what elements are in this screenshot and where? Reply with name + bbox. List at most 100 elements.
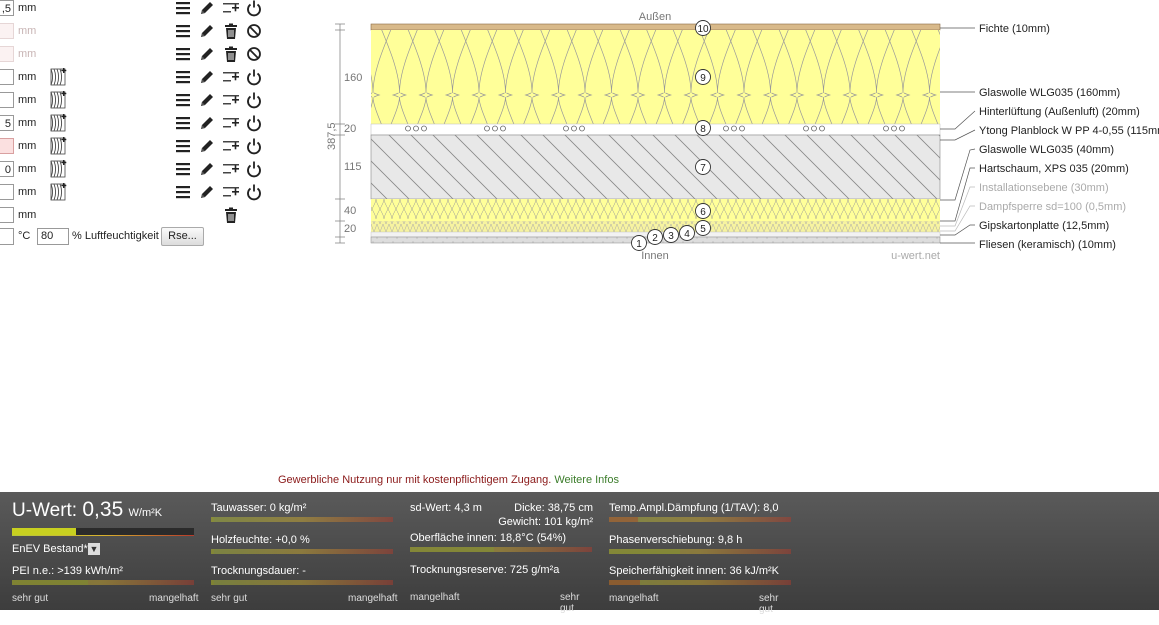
material-icon[interactable] xyxy=(50,68,68,86)
temp-amplitude-label: Temp.Ampl.Dämpfung (1/TAV): 8,0 xyxy=(609,502,779,514)
pencil-icon[interactable] xyxy=(198,183,216,201)
enev-label: EnEV Bestand* xyxy=(12,543,88,555)
thickness-unit: mm xyxy=(18,163,37,175)
menu-icon[interactable] xyxy=(174,45,192,63)
temp-amplitude-bar-fill xyxy=(609,517,638,522)
ban-icon[interactable] xyxy=(245,22,263,40)
pei-bar xyxy=(12,580,194,585)
layer-row: 0 mm xyxy=(0,160,300,181)
thickness-input[interactable] xyxy=(0,92,14,108)
material-icon[interactable] xyxy=(50,160,68,178)
power-icon[interactable] xyxy=(245,68,263,86)
results-panel: U-Wert: 0,35 W/m²K EnEV Bestand* ▼ PEI n… xyxy=(0,492,1159,615)
layer-number-6: 6 xyxy=(695,203,711,219)
trocknungsdauer-bar xyxy=(211,580,393,585)
add-row-icon[interactable] xyxy=(222,137,240,155)
menu-icon[interactable] xyxy=(174,160,192,178)
power-icon[interactable] xyxy=(245,183,263,201)
legend-item: Ytong Planblock W PP 4-0,55 (115mm) xyxy=(979,125,1159,137)
layer-xps xyxy=(371,221,940,232)
scale-bad-2: mangelhaft xyxy=(348,593,398,604)
menu-icon[interactable] xyxy=(174,91,192,109)
menu-icon[interactable] xyxy=(174,114,192,132)
pencil-icon[interactable] xyxy=(198,68,216,86)
pencil-icon[interactable] xyxy=(198,137,216,155)
thickness-input[interactable] xyxy=(0,23,14,39)
thickness-input[interactable] xyxy=(0,46,14,62)
trash-icon[interactable] xyxy=(222,22,240,40)
thickness-input[interactable] xyxy=(0,207,14,223)
layer-row: mm xyxy=(0,23,300,43)
thickness-input[interactable]: 0 xyxy=(0,161,14,177)
layer-row: mm xyxy=(0,68,300,89)
thickness-input[interactable]: 5 xyxy=(0,115,14,131)
pencil-icon[interactable] xyxy=(198,45,216,63)
pencil-icon[interactable] xyxy=(198,160,216,178)
layer-row: mm xyxy=(0,207,300,227)
thickness-unit: mm xyxy=(18,25,37,37)
heat-storage-bar xyxy=(609,580,791,585)
layer-number-text: 2 xyxy=(652,233,658,244)
trash-icon[interactable] xyxy=(222,45,240,63)
layer-hinterlueftung xyxy=(370,123,941,136)
notice-text: Gewerbliche Nutzung nur mit kostenpflich… xyxy=(278,474,552,486)
power-icon[interactable] xyxy=(245,114,263,132)
layer-row: 5 mm xyxy=(0,114,300,135)
thickness-input[interactable] xyxy=(0,138,14,154)
more-info-link[interactable]: Weitere Infos xyxy=(554,474,619,486)
add-row-icon[interactable] xyxy=(222,160,240,178)
power-icon[interactable] xyxy=(245,137,263,155)
legend-item: Glaswolle WLG035 (160mm) xyxy=(979,87,1120,99)
thickness-input[interactable] xyxy=(0,69,14,85)
leader-lines xyxy=(940,27,976,244)
pencil-icon[interactable] xyxy=(198,114,216,132)
temperature-input[interactable] xyxy=(0,228,14,245)
dim-label-115: 115 xyxy=(344,161,362,173)
layer-number-text: 3 xyxy=(668,231,674,242)
outside-label: Außen xyxy=(639,11,671,23)
total-thickness-label: 387,5 xyxy=(326,122,338,150)
layer-number-1: 1 xyxy=(631,235,647,251)
inside-label: Innen xyxy=(641,250,669,262)
layer-number-text: 10 xyxy=(697,24,709,35)
trocknungsdauer-bar-fill xyxy=(211,580,214,585)
thickness-input[interactable]: ,5 xyxy=(0,0,14,16)
add-row-icon[interactable] xyxy=(222,0,240,17)
humidity-input[interactable]: 80 xyxy=(37,228,69,245)
material-icon[interactable] xyxy=(50,91,68,109)
scale-good-3: sehr gut xyxy=(560,592,580,614)
layer-number-text: 9 xyxy=(700,73,706,84)
dim-label-20a: 20 xyxy=(344,123,356,135)
menu-icon[interactable] xyxy=(174,68,192,86)
menu-icon[interactable] xyxy=(174,0,192,17)
u-value-number: 0,35 xyxy=(82,498,124,521)
power-icon[interactable] xyxy=(245,0,263,17)
trash-icon[interactable] xyxy=(222,206,240,224)
pencil-icon[interactable] xyxy=(198,22,216,40)
material-icon[interactable] xyxy=(50,183,68,201)
power-icon[interactable] xyxy=(245,91,263,109)
add-row-icon[interactable] xyxy=(222,183,240,201)
add-row-icon[interactable] xyxy=(222,91,240,109)
thickness-input[interactable] xyxy=(0,184,14,200)
add-row-icon[interactable] xyxy=(222,68,240,86)
material-icon[interactable] xyxy=(50,114,68,132)
thickness-unit: mm xyxy=(18,2,37,14)
layer-row: mm xyxy=(0,91,300,112)
thermal-column: Temp.Ampl.Dämpfung (1/TAV): 8,0 Phasenve… xyxy=(609,492,793,615)
add-row-icon[interactable] xyxy=(222,114,240,132)
u-value-column: U-Wert: 0,35 W/m²K EnEV Bestand* ▼ PEI n… xyxy=(12,492,198,610)
menu-icon[interactable] xyxy=(174,183,192,201)
rse-button[interactable]: Rse... xyxy=(161,227,204,246)
power-icon[interactable] xyxy=(245,160,263,178)
layer-fichte xyxy=(370,23,941,31)
pencil-icon[interactable] xyxy=(198,0,216,17)
material-icon[interactable] xyxy=(50,137,68,155)
phase-shift-bar xyxy=(609,549,791,554)
ban-icon[interactable] xyxy=(245,45,263,63)
menu-icon[interactable] xyxy=(174,22,192,40)
menu-icon[interactable] xyxy=(174,137,192,155)
heat-storage-bar-fill xyxy=(609,580,640,585)
enev-dropdown-icon[interactable]: ▼ xyxy=(88,543,100,555)
pencil-icon[interactable] xyxy=(198,91,216,109)
